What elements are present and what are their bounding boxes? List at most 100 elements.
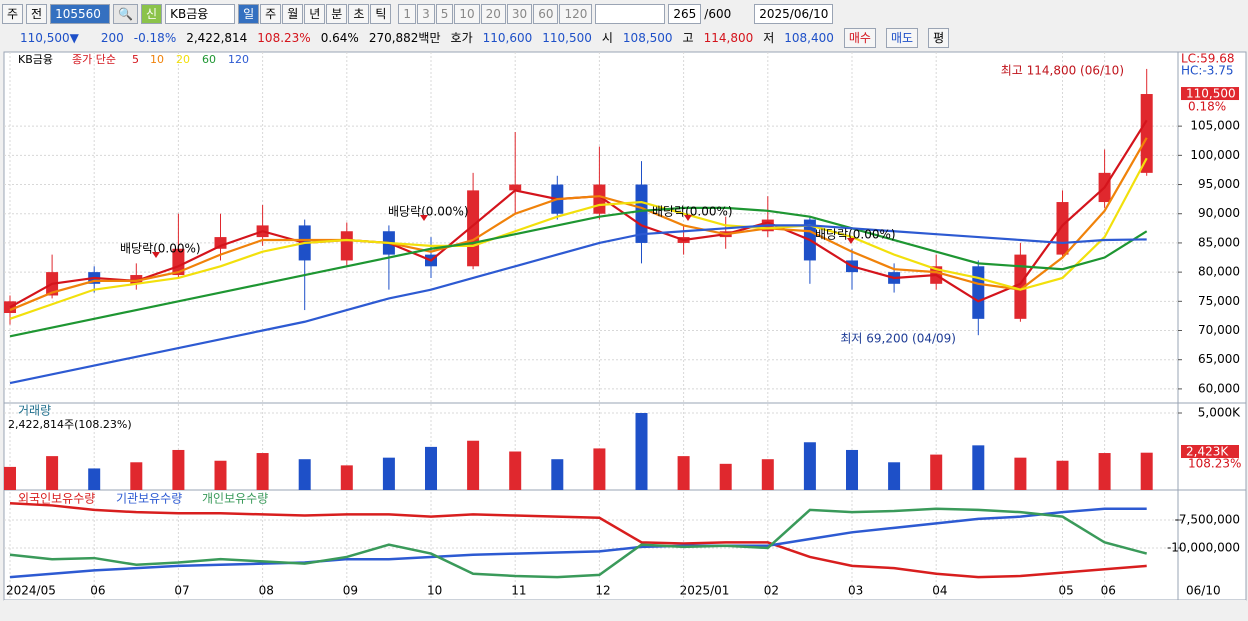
ma-line	[9, 206, 1148, 338]
volume-bar	[593, 448, 606, 490]
open-label: 시	[601, 31, 613, 45]
x-tick-label: 09	[343, 584, 358, 598]
date[interactable]: 2025/06/10	[754, 3, 834, 24]
candle-body	[467, 190, 480, 267]
low-label: 저	[763, 31, 775, 45]
ma-line	[9, 157, 1148, 320]
volume-bar	[509, 451, 522, 490]
y-tick-label: 100,000	[1190, 148, 1240, 162]
period-button[interactable]: 초	[348, 3, 370, 24]
volume-bar	[130, 462, 143, 490]
buy-button[interactable]: 매수	[843, 27, 876, 48]
x-end-label: 06/10	[1186, 584, 1221, 598]
volume-title: 거래량	[18, 404, 51, 418]
x-tick-label: 07	[174, 584, 189, 598]
turnover: 0.64%	[320, 30, 359, 45]
x-tick-label: 10	[427, 584, 442, 598]
change-rate: -0.18%	[133, 30, 177, 45]
ma-line	[9, 224, 1147, 385]
y-tick-label: 105,000	[1190, 119, 1240, 133]
candle-body	[509, 184, 522, 191]
high-label: 최고 114,800 (06/10)	[1001, 63, 1124, 77]
annotation: 배당락(0.00%)	[815, 228, 896, 242]
bid: 110,500	[542, 30, 592, 45]
last-price-box	[1181, 87, 1239, 101]
volume-bar	[340, 465, 353, 490]
interval-button[interactable]: 5	[435, 3, 454, 24]
annotation: 배당락(0.00%)	[652, 205, 733, 219]
annotation-arrow	[152, 252, 160, 258]
lc-label: LC:59.68	[1181, 52, 1234, 66]
volume-bar	[930, 454, 943, 490]
volume-bar	[551, 459, 564, 490]
stock-name: KB금융	[165, 3, 236, 24]
market-button[interactable]: 주	[2, 3, 24, 24]
y-tick-label: 95,000	[1198, 177, 1240, 191]
candle-body	[972, 266, 985, 319]
y-tick-label: -7,500,000	[1175, 512, 1240, 526]
ma-line	[9, 137, 1148, 312]
x-tick-label: 02	[764, 584, 779, 598]
legend-title: KB금융	[18, 53, 53, 66]
quote-label: 호가	[450, 31, 473, 45]
count-max: /600	[704, 6, 732, 21]
volume-bar	[4, 466, 16, 490]
candle-body	[1056, 202, 1069, 255]
prev-button[interactable]: 전	[26, 3, 48, 24]
period-button[interactable]: 년	[304, 3, 326, 24]
interval-button[interactable]: 120	[559, 3, 593, 24]
x-tick-label: 12	[595, 584, 610, 598]
candle-body	[1140, 94, 1153, 173]
x-tick-label: 03	[848, 584, 863, 598]
holding-legend: 외국인보유수량	[18, 492, 95, 506]
period-button[interactable]: 일	[238, 3, 260, 24]
candle-body	[214, 237, 227, 249]
volume-bar	[467, 440, 480, 490]
volume-bar	[214, 460, 227, 490]
volume: 2,422,814	[186, 30, 248, 45]
legend-entry: 10	[150, 53, 164, 66]
count: 265	[668, 3, 702, 24]
y-tick-label: 70,000	[1198, 323, 1240, 337]
volume-bar	[635, 413, 648, 490]
interval-button[interactable]: 10	[454, 3, 480, 24]
period-button[interactable]: 분	[326, 3, 348, 24]
interval-button[interactable]: 30	[506, 3, 533, 24]
annotation-arrow	[684, 215, 692, 221]
high-label: 고	[682, 31, 694, 45]
x-tick-label: 08	[259, 584, 274, 598]
code-input[interactable]: 105560	[50, 3, 111, 24]
volume-bar	[803, 442, 816, 490]
holding-line	[9, 501, 1147, 579]
period-button[interactable]: 월	[282, 3, 304, 24]
period-button[interactable]: 주	[260, 3, 282, 24]
interval-button[interactable]: 60	[533, 3, 559, 24]
volume-bar	[1056, 460, 1069, 490]
last-volume-box	[1181, 445, 1239, 458]
last-change-label: 0.18%	[1188, 100, 1226, 114]
avg-button[interactable]: 평	[928, 27, 950, 48]
candle-body	[1014, 254, 1027, 319]
low-label: 최저 69,200 (04/09)	[840, 332, 956, 346]
sell-button[interactable]: 매도	[885, 27, 919, 48]
volume-bar	[256, 453, 269, 490]
legend-entry: 20	[176, 53, 190, 66]
annotation-arrow	[847, 238, 855, 244]
candle-body	[340, 231, 353, 261]
interval-button[interactable]: 3	[417, 3, 435, 24]
interval-button[interactable]: 1	[398, 3, 417, 24]
volume-bar	[298, 459, 311, 490]
y-tick-label: 90,000	[1198, 206, 1240, 220]
volume-bar	[846, 449, 858, 490]
volume-bar	[972, 445, 985, 490]
volume-bar	[1014, 457, 1027, 490]
legend-entry: 120	[228, 53, 249, 66]
period-button[interactable]: 틱	[370, 3, 392, 24]
y-tick-label: 85,000	[1198, 235, 1240, 249]
legend-label: 종가 단순	[72, 53, 116, 66]
x-tick-label: 2024/05	[6, 584, 56, 598]
ask: 110,600	[482, 30, 533, 45]
interval-button[interactable]: 20	[480, 3, 506, 24]
legend-entry: 5	[132, 53, 139, 66]
last-price-label: 110,500	[1186, 87, 1236, 101]
